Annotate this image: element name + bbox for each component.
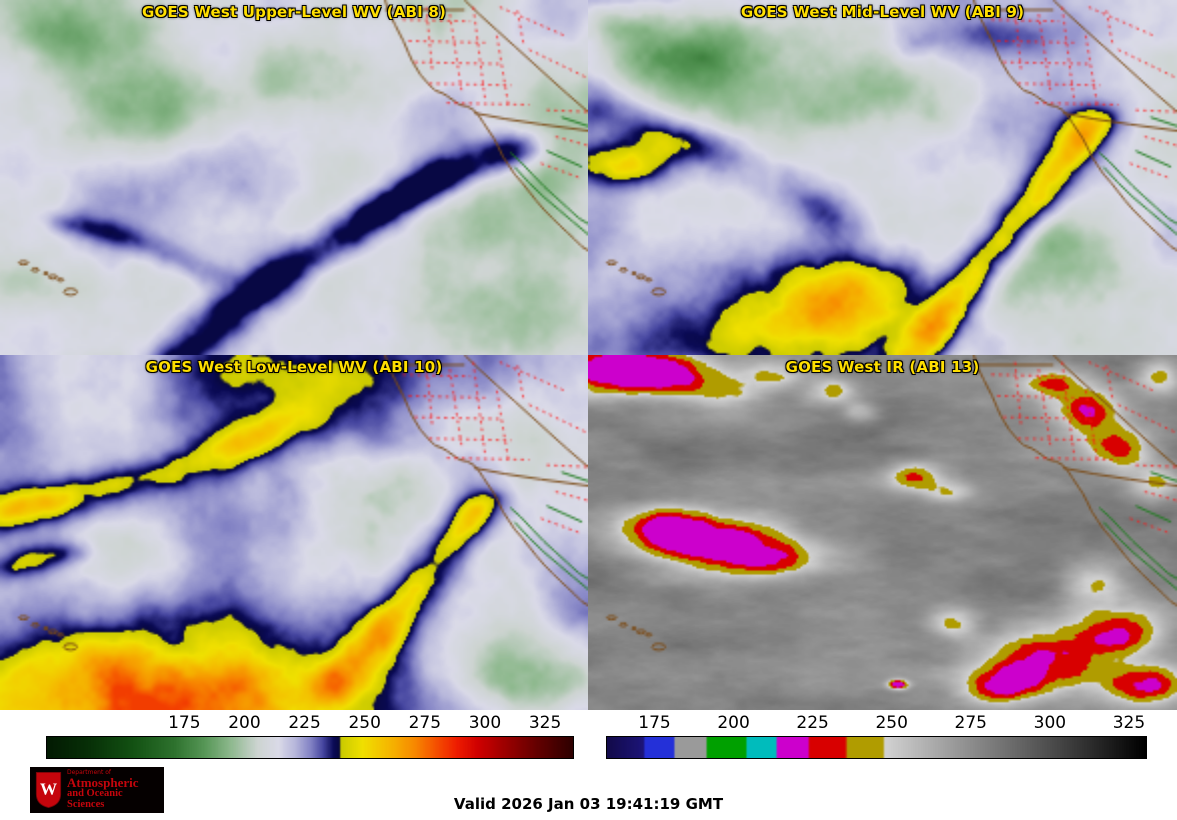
colorbar-tick-label: 175 — [168, 713, 201, 733]
logo-dept-line: Department of — [67, 768, 111, 776]
panel-upper-level-wv: GOES West Upper-Level WV (ABI 8) — [0, 0, 588, 355]
ir-colorbar — [606, 736, 1147, 759]
colorbar-tick-label: 225 — [796, 713, 829, 733]
panel-ir: GOES West IR (ABI 13) — [588, 355, 1177, 710]
aos-logo-text: Department of Atmospheric and Oceanic Sc… — [67, 768, 158, 811]
colorbar-tick-label: 225 — [288, 713, 321, 733]
colorbar-tick-label: 200 — [228, 713, 261, 733]
satellite-imagery-canvas-abi13 — [588, 355, 1177, 710]
colorbar-row: 175 200 225 250 275 300 325 175 200 225 250 275 300… — [0, 710, 1177, 762]
colorbar-tick-label: 300 — [1033, 713, 1067, 733]
logo-name-line1: Atmospheric — [67, 774, 139, 790]
colorbar-tick-label: 175 — [638, 713, 671, 733]
colorbar-tick-label: 200 — [717, 713, 750, 733]
colorbar-tick-label: 275 — [954, 713, 988, 733]
panel-grid: GOES West Upper-Level WV (ABI 8) GOES We… — [0, 0, 1177, 710]
wv-colorbar-ticks: 175 200 225 250 275 300 325 — [46, 710, 572, 736]
ir-colorbar-block: 175 200 225 250 275 300 325 — [606, 710, 1147, 759]
wv-colorbar-block: 175 200 225 250 275 300 325 — [46, 710, 574, 759]
uw-crest-icon: W — [35, 772, 62, 809]
colorbar-tick-label: 250 — [348, 713, 381, 733]
panel-mid-level-wv: GOES West Mid-Level WV (ABI 9) — [588, 0, 1177, 355]
logo-name-line2: and Oceanic Sciences — [67, 787, 123, 810]
satellite-imagery-canvas-abi8 — [0, 0, 588, 355]
colorbar-tick-label: 325 — [528, 713, 562, 733]
colorbar-tick-label: 300 — [468, 713, 502, 733]
colorbar-tick-label: 275 — [408, 713, 442, 733]
satellite-imagery-canvas-abi10 — [0, 355, 588, 710]
aos-logo: W Department of Atmospheric and Oceanic … — [30, 767, 164, 813]
svg-text:W: W — [40, 780, 57, 799]
valid-timestamp: Valid 2026 Jan 03 19:41:19 GMT — [453, 795, 724, 813]
footer: W Department of Atmospheric and Oceanic … — [0, 762, 1177, 820]
satellite-imagery-canvas-abi9 — [588, 0, 1177, 355]
ir-colorbar-ticks: 175 200 225 250 275 300 325 — [606, 710, 1145, 736]
panel-low-level-wv: GOES West Low-Level WV (ABI 10) — [0, 355, 588, 710]
colorbar-tick-label: 250 — [875, 713, 908, 733]
colorbar-tick-label: 325 — [1112, 713, 1146, 733]
wv-colorbar — [46, 736, 574, 759]
